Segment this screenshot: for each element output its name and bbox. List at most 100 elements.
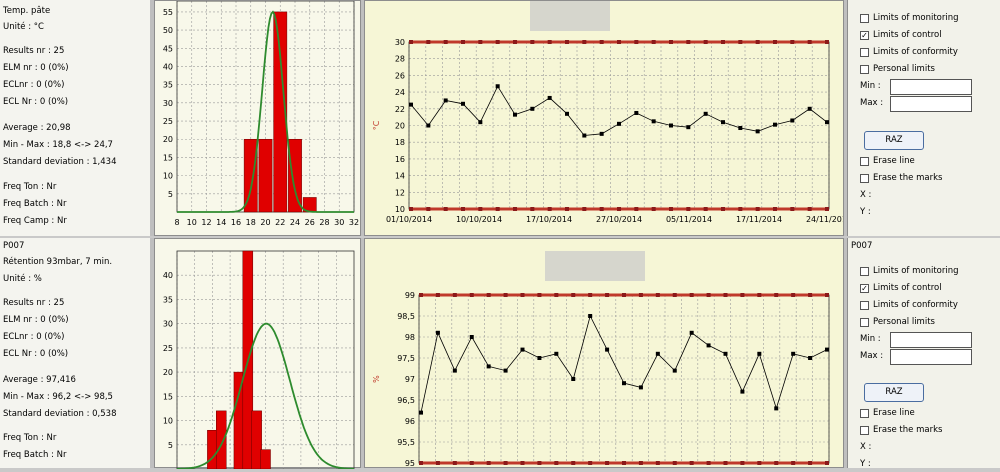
limit-marker (807, 207, 812, 211)
limits-conformity-checkbox[interactable]: Limits of conformity (860, 300, 958, 310)
limit-marker (638, 461, 643, 465)
limit-marker (495, 40, 500, 44)
min-max-value: Min - Max : 96,2 <-> 98,5 (3, 392, 113, 402)
limit-marker (513, 40, 517, 44)
checkbox-box[interactable] (860, 408, 869, 418)
data-point (478, 120, 483, 125)
data-line (410, 85, 828, 136)
y-tick-label: 18 (395, 138, 405, 147)
limits-monitoring-checkbox[interactable]: Limits of monitoring (860, 13, 959, 23)
checkbox-box[interactable]: ✓ (860, 283, 869, 293)
limit-marker (588, 293, 593, 297)
data-point (582, 133, 587, 138)
limit-marker (773, 207, 777, 211)
limit-marker (478, 40, 483, 44)
y-tick-label: 40 (163, 62, 173, 71)
limit-marker (723, 461, 728, 465)
blurred-title (545, 251, 645, 281)
data-point (486, 364, 491, 369)
checkbox-box[interactable] (860, 300, 869, 310)
limit-marker (452, 461, 457, 465)
data-point (721, 120, 725, 125)
y-tick-label: 22 (395, 105, 405, 114)
control-chart: 10 12 14 16 18 20 22 24 26 28 30 °C 01/10/2014 10/10/… (364, 0, 852, 236)
y-tick-label: 97,5 (397, 354, 415, 363)
data-point (807, 106, 812, 111)
limit-marker (605, 293, 610, 297)
erase-line-checkbox[interactable]: Erase line (860, 408, 915, 418)
data-point (520, 347, 525, 352)
limit-marker (791, 461, 796, 465)
limit-marker (807, 40, 812, 44)
histogram-svg: 5 10 15 20 25 30 35 40 45 50 55 8 10 12 14 16 18 20 22 24 26… (163, 0, 359, 227)
data-point (755, 129, 760, 134)
histogram-bar (233, 371, 245, 470)
y-tick-label: 16 (395, 155, 405, 164)
checkbox-box[interactable] (860, 156, 869, 166)
data-point (740, 389, 745, 394)
checkbox-box[interactable] (860, 173, 869, 183)
data-point (571, 377, 576, 381)
checkbox-box[interactable] (860, 64, 869, 74)
y-tick-label: 5 (168, 441, 173, 450)
personal-limits-checkbox[interactable]: Personal limits (860, 64, 935, 74)
limit-marker (565, 40, 569, 44)
y-tick-label: 35 (163, 295, 173, 304)
limit-marker (791, 293, 796, 297)
y-tick-label: 5 (168, 190, 173, 199)
max-input[interactable] (890, 349, 972, 365)
data-point (443, 98, 448, 103)
limit-marker (554, 461, 559, 465)
erase-marks-checkbox[interactable]: Erase the marks (860, 425, 942, 435)
erase-marks-checkbox[interactable]: Erase the marks (860, 173, 942, 183)
limit-marker (582, 207, 587, 211)
limit-marker (530, 207, 535, 211)
y-tick-label: 12 (395, 188, 405, 197)
checkbox-box[interactable] (860, 425, 869, 435)
limit-marker (738, 207, 743, 211)
checkbox-box[interactable] (860, 266, 869, 276)
erase-line-checkbox[interactable]: Erase line (860, 156, 915, 166)
x-tick-label: 18 (246, 218, 256, 227)
personal-limits-checkbox[interactable]: Personal limits (860, 317, 935, 327)
limit-marker (703, 40, 708, 44)
max-input[interactable] (890, 96, 972, 112)
limit-marker (520, 461, 525, 465)
limit-marker (513, 207, 517, 211)
checkbox-box[interactable] (860, 317, 869, 327)
checkbox-box[interactable] (860, 13, 869, 23)
raz-button[interactable]: RAZ (864, 383, 924, 402)
data-point (513, 112, 517, 117)
data-point (757, 351, 762, 356)
results-count: Results nr : 25 (3, 46, 65, 56)
x-tick-label: 10 (187, 218, 197, 227)
raz-button[interactable]: RAZ (864, 131, 924, 150)
limits-control-checkbox[interactable]: ✓ Limits of control (860, 283, 942, 293)
limits-conformity-checkbox[interactable]: Limits of conformity (860, 47, 958, 57)
histogram-bar (258, 138, 273, 213)
ecl-nr-count: ECL Nr : 0 (0%) (3, 97, 69, 107)
limit-marker (461, 207, 465, 211)
limit-marker (638, 293, 643, 297)
y-tick-label: 25 (163, 344, 173, 353)
checkbox-box[interactable] (860, 47, 869, 57)
limits-monitoring-checkbox[interactable]: Limits of monitoring (860, 266, 959, 276)
limit-marker (686, 40, 691, 44)
data-point (651, 119, 656, 124)
limit-marker (634, 40, 639, 44)
min-input[interactable] (890, 332, 972, 348)
x-tick-label: 24/11/2014 (806, 215, 843, 224)
min-input[interactable] (890, 79, 972, 95)
limit-marker (443, 40, 448, 44)
data-point (738, 126, 743, 131)
y-tick-label: 98 (405, 333, 415, 342)
data-point (808, 356, 813, 360)
data-point (588, 314, 593, 318)
x-tick-label: 10/10/2014 (456, 215, 502, 224)
x-tick-label: 05/11/2014 (666, 215, 712, 224)
limits-control-checkbox[interactable]: ✓ Limits of control (860, 30, 942, 40)
min-label: Min : (860, 334, 881, 344)
data-point (495, 84, 500, 89)
data-point (622, 381, 626, 386)
checkbox-box[interactable]: ✓ (860, 30, 869, 40)
